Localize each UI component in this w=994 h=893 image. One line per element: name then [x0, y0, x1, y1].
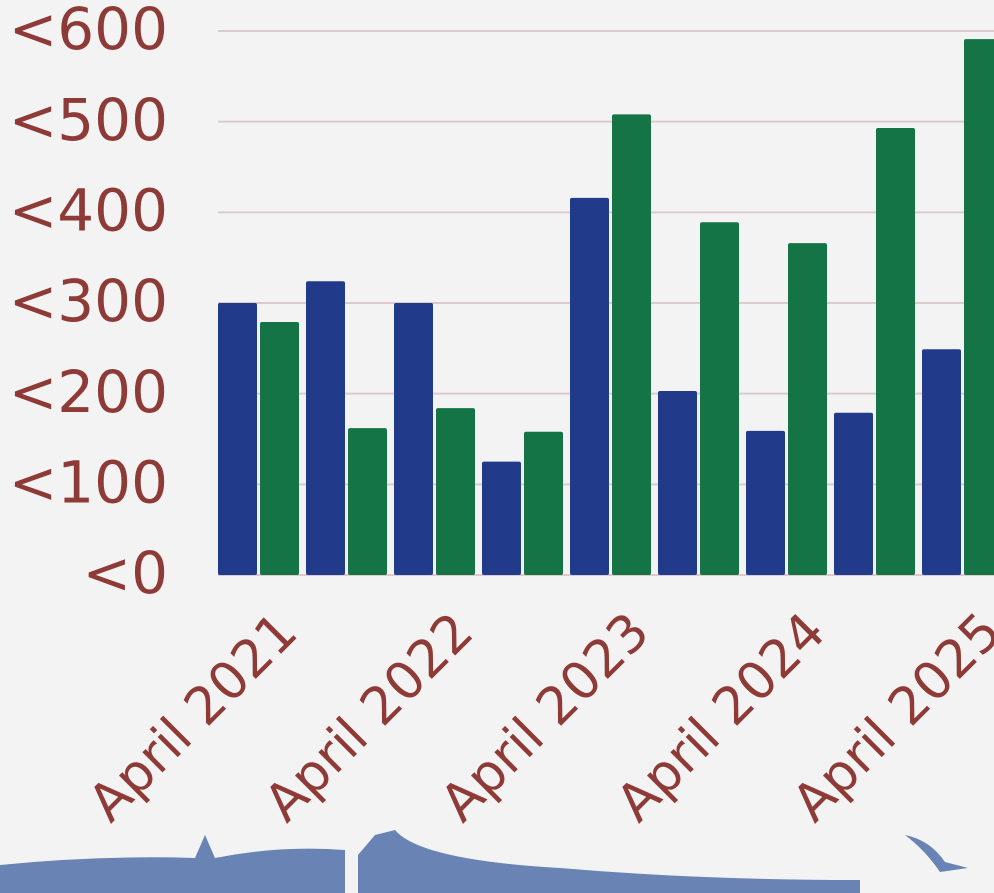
bar: [612, 114, 651, 575]
y-tick-label: <600: [9, 0, 168, 63]
y-tick-label: <500: [9, 86, 168, 154]
bar: [570, 198, 609, 575]
y-tick-label: <100: [9, 448, 168, 516]
bar: [700, 222, 739, 575]
bar: [834, 413, 873, 575]
y-tick-label: <300: [9, 267, 168, 335]
bar: [746, 431, 785, 575]
bar: [348, 428, 387, 575]
bar: [964, 39, 994, 575]
bar: [922, 349, 961, 575]
bar: [788, 243, 827, 575]
chart: <0<100<200<300<400<500<600April 2021Apri…: [0, 0, 994, 893]
bar: [306, 281, 345, 575]
bar: [524, 432, 563, 575]
bar: [260, 322, 299, 575]
bar: [436, 408, 475, 575]
bar: [876, 128, 915, 575]
y-tick-label: <400: [9, 176, 168, 244]
bar: [658, 391, 697, 575]
bar: [482, 462, 521, 575]
y-tick-label: <200: [9, 358, 168, 426]
y-tick-label: <0: [83, 539, 169, 607]
decoration: [0, 830, 968, 893]
bar: [394, 303, 433, 575]
bar: [218, 303, 257, 575]
